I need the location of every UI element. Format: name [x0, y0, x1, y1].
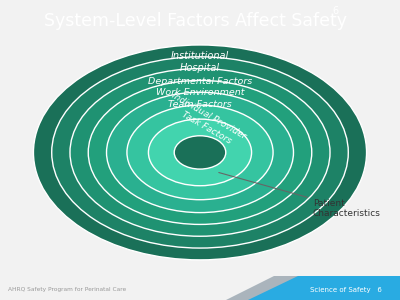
Text: Patient
Characteristics: Patient Characteristics — [219, 172, 381, 218]
Text: Institutional: Institutional — [171, 51, 229, 61]
Ellipse shape — [174, 136, 226, 169]
Text: Hospital: Hospital — [180, 63, 220, 73]
Text: Departmental Factors: Departmental Factors — [148, 77, 252, 86]
Ellipse shape — [52, 57, 348, 248]
Text: Individual Provider: Individual Provider — [170, 91, 248, 140]
Text: Team Factors: Team Factors — [168, 100, 232, 109]
Text: System-Level Factors Affect Safety: System-Level Factors Affect Safety — [44, 12, 348, 30]
Text: Task Factors: Task Factors — [180, 110, 233, 145]
Ellipse shape — [88, 80, 312, 224]
Text: Work Environment: Work Environment — [156, 88, 244, 97]
Ellipse shape — [148, 119, 252, 186]
Ellipse shape — [106, 92, 294, 213]
Text: 6: 6 — [332, 6, 338, 16]
Text: AHRQ Safety Program for Perinatal Care: AHRQ Safety Program for Perinatal Care — [8, 287, 126, 292]
Ellipse shape — [34, 45, 366, 260]
Polygon shape — [226, 276, 298, 300]
Polygon shape — [240, 276, 400, 300]
Text: Science of Safety   6: Science of Safety 6 — [310, 287, 382, 293]
Ellipse shape — [70, 69, 330, 236]
Ellipse shape — [127, 105, 273, 200]
